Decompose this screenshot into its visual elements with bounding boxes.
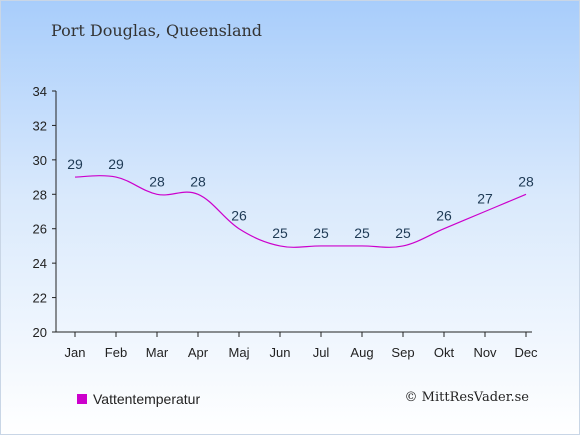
data-label-maj: 26 <box>231 208 247 224</box>
x-tick-label-jan: Jan <box>65 345 86 360</box>
data-labels: 29 29 28 28 26 25 25 25 25 26 27 28 <box>67 156 534 241</box>
x-tick-label-apr: Apr <box>188 345 209 360</box>
data-label-jul: 25 <box>313 225 329 241</box>
x-tick-label-aug: Aug <box>350 345 373 360</box>
data-label-aug: 25 <box>354 225 370 241</box>
y-tick-label: 30 <box>33 153 47 168</box>
data-label-mar: 28 <box>149 173 165 189</box>
x-tick-label-mar: Mar <box>146 345 169 360</box>
y-tick-label: 32 <box>33 118 47 133</box>
data-label-sep: 25 <box>395 225 411 241</box>
data-label-jun: 25 <box>272 225 288 241</box>
x-tick-label-jun: Jun <box>270 345 291 360</box>
page-title: Port Douglas, Queensland <box>51 21 263 40</box>
data-label-apr: 28 <box>190 173 206 189</box>
x-tick-label-okt: Okt <box>434 345 455 360</box>
series-line-vattentemperatur <box>74 175 527 248</box>
data-label-dec: 28 <box>518 173 534 189</box>
y-axis: 20 22 24 26 28 30 32 34 <box>33 84 57 340</box>
y-tick-label: 28 <box>33 187 47 202</box>
data-label-nov: 27 <box>477 191 493 207</box>
x-tick-label-feb: Feb <box>105 345 127 360</box>
y-tick-label: 26 <box>33 222 47 237</box>
x-tick-label-maj: Maj <box>229 345 250 360</box>
legend-label: Vattentemperatur <box>93 391 201 407</box>
data-label-jan: 29 <box>67 156 83 172</box>
data-label-okt: 26 <box>436 208 452 224</box>
data-label-feb: 29 <box>108 156 124 172</box>
copyright-text: © MittResVader.se <box>404 390 529 405</box>
legend-swatch <box>77 394 87 404</box>
x-axis: Jan Feb Mar Apr Maj Jun Jul Aug Sep Okt Nov Dec <box>56 331 538 360</box>
x-tick-label-sep: Sep <box>391 345 414 360</box>
x-tick-label-dec: Dec <box>514 345 538 360</box>
x-tick-label-nov: Nov <box>473 345 497 360</box>
x-tick-label-jul: Jul <box>313 345 330 360</box>
y-tick-label: 24 <box>33 256 47 271</box>
y-tick-label: 34 <box>33 84 47 99</box>
y-tick-label: 20 <box>33 325 47 340</box>
y-tick-label: 22 <box>33 291 47 306</box>
legend: Vattentemperatur <box>77 391 200 407</box>
